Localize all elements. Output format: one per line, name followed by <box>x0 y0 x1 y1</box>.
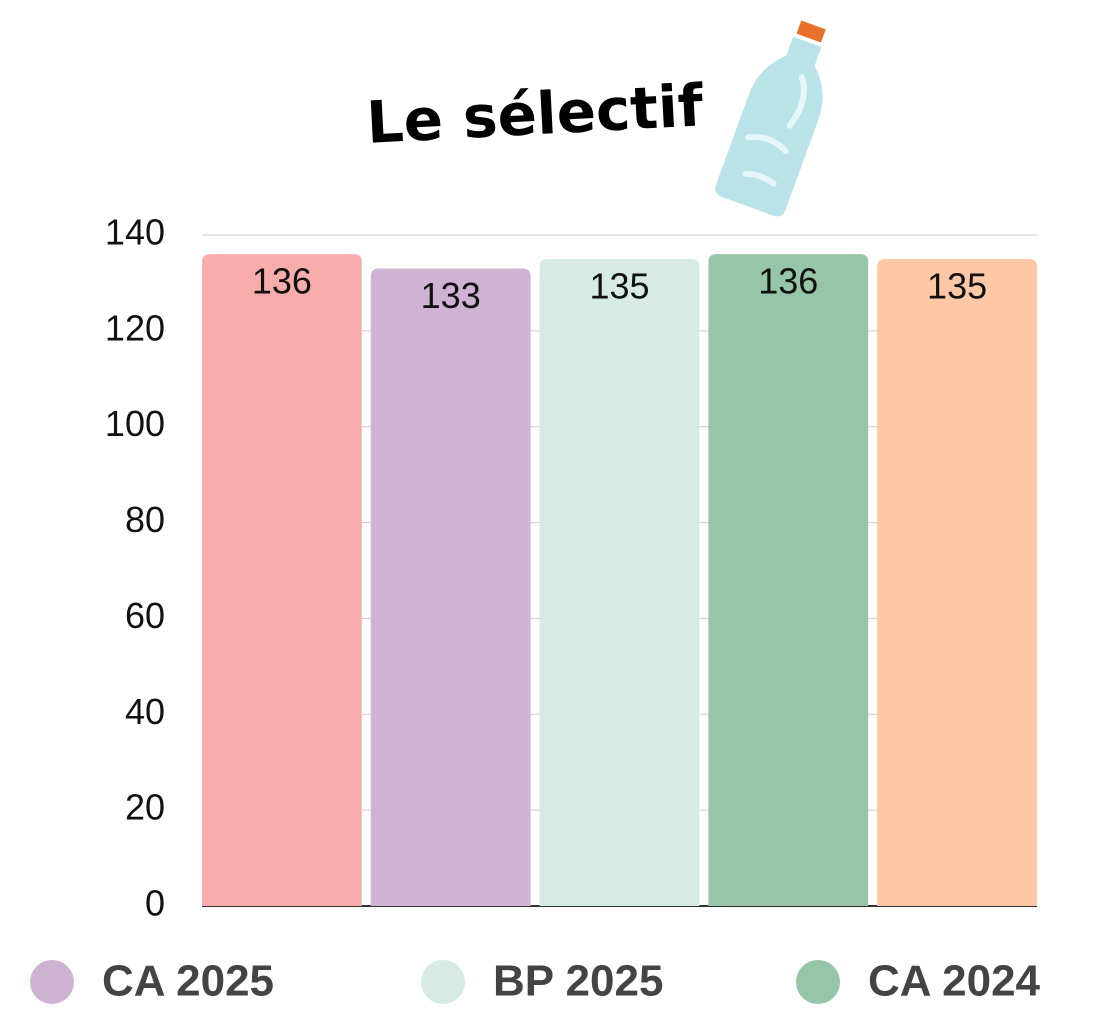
data-label: 135 <box>589 265 649 306</box>
chart: Le sélectif 0 20 40 60 80 100 120 140 136 133 135 1… <box>0 0 1096 1009</box>
y-tick-label: 20 <box>125 787 165 828</box>
chart-title: Le sélectif <box>365 71 706 157</box>
data-label: 135 <box>927 265 987 306</box>
y-tick-label: 100 <box>105 403 165 444</box>
bar <box>708 254 868 906</box>
bottle-icon <box>713 12 849 219</box>
bar <box>371 269 531 906</box>
y-tick-label: 40 <box>125 691 165 732</box>
data-label: 136 <box>758 261 818 302</box>
y-tick-label: 120 <box>105 307 165 348</box>
legend-swatch <box>421 960 465 1004</box>
legend-label: CA 2025 <box>102 957 274 1006</box>
legend-label: BP 2025 <box>493 957 663 1006</box>
bar <box>877 259 1037 906</box>
legend-swatch <box>30 960 74 1004</box>
y-tick-label: 140 <box>105 212 165 253</box>
bar <box>202 254 362 906</box>
legend-swatch <box>796 960 840 1004</box>
data-label: 136 <box>252 261 312 302</box>
y-tick-label: 0 <box>145 883 165 924</box>
y-tick-label: 80 <box>125 499 165 540</box>
y-tick-label: 60 <box>125 595 165 636</box>
bar <box>540 259 700 906</box>
data-label: 133 <box>421 275 481 316</box>
legend-label: CA 2024 <box>868 957 1041 1006</box>
